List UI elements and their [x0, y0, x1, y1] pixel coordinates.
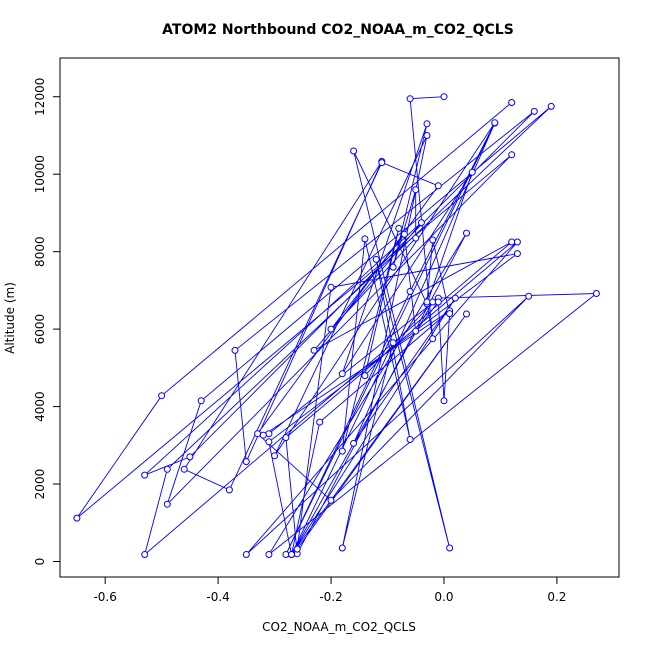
data-point: [592, 290, 600, 297]
data-point: [282, 434, 290, 442]
x-tick-label: 0.0: [434, 590, 453, 604]
data-point: [197, 397, 205, 405]
data-point: [513, 250, 521, 258]
data-point: [429, 236, 437, 244]
data-point: [530, 107, 538, 115]
chart-title: ATOM2 Northbound CO2_NOAA_m_CO2_QCLS: [162, 22, 514, 38]
data-point: [434, 298, 442, 306]
data-point: [412, 327, 420, 335]
data-point: [265, 551, 273, 558]
data-point: [468, 168, 476, 176]
series-line: [76, 96, 598, 556]
data-point: [293, 545, 301, 553]
data-point: [338, 447, 346, 455]
data-point: [141, 551, 149, 558]
data-point: [265, 438, 273, 446]
data-point: [158, 392, 166, 400]
data-point: [180, 465, 188, 473]
data-point: [389, 263, 397, 271]
data-point: [327, 325, 335, 333]
data-point: [446, 544, 454, 552]
y-axis: 0 2000 4000 6000 8000 10000 12000: [33, 78, 61, 566]
data-point: [406, 436, 414, 443]
data-point: [406, 95, 414, 103]
data-point: [73, 514, 81, 522]
data-point: [163, 465, 171, 473]
y-tick-label: 10000: [33, 155, 47, 193]
data-point: [327, 283, 335, 291]
data-point: [242, 551, 250, 558]
data-point: [434, 182, 442, 190]
data-point: [186, 453, 194, 461]
data-point: [400, 230, 408, 238]
data-point: [395, 224, 403, 232]
data-point: [389, 339, 397, 347]
data-point: [446, 310, 454, 318]
data-point: [242, 458, 250, 466]
data-point: [350, 147, 358, 155]
data-point: [338, 370, 346, 378]
data-point: [451, 294, 459, 302]
data-point: [231, 346, 239, 354]
y-tick-label: 8000: [33, 236, 47, 267]
x-axis: -0.6 -0.4 -0.2 0.0 0.2: [93, 576, 566, 604]
y-axis-label: Altitude (m): [3, 282, 17, 354]
y-tick-label: 12000: [33, 78, 47, 116]
data-point: [463, 229, 470, 237]
data-point: [259, 431, 267, 439]
data-points: [73, 93, 600, 558]
x-tick-label: -0.6: [93, 590, 116, 604]
data-point: [406, 288, 414, 295]
data-point: [429, 335, 437, 343]
data-point: [417, 219, 425, 227]
y-tick-label: 4000: [33, 391, 47, 422]
data-point: [508, 99, 516, 106]
data-point: [361, 235, 369, 243]
data-point: [378, 159, 386, 167]
data-point: [288, 551, 295, 558]
y-tick-label: 6000: [33, 314, 47, 345]
x-tick-label: -0.4: [206, 590, 229, 604]
data-point: [254, 430, 262, 438]
data-point: [310, 346, 318, 354]
data-point: [463, 310, 470, 318]
data-point: [412, 234, 420, 242]
data-point: [440, 93, 448, 101]
data-point: [412, 186, 420, 194]
series-path: [76, 96, 598, 556]
data-point: [225, 486, 233, 494]
y-tick-label: 0: [33, 558, 47, 566]
data-point: [547, 102, 555, 110]
data-point: [508, 238, 516, 246]
data-point: [440, 397, 448, 405]
data-point: [491, 119, 499, 127]
data-point: [271, 452, 279, 460]
data-point: [265, 430, 273, 438]
data-point: [423, 120, 431, 128]
data-point: [508, 151, 516, 159]
data-point: [350, 439, 358, 447]
data-point: [316, 418, 324, 426]
x-tick-label: -0.2: [319, 590, 342, 604]
y-tick-label: 2000: [33, 469, 47, 500]
data-point: [163, 500, 171, 508]
x-tick-label: 0.2: [547, 590, 566, 604]
data-point: [361, 372, 369, 380]
data-point: [423, 132, 431, 139]
data-point: [338, 544, 346, 552]
data-point: [327, 496, 335, 504]
data-point: [513, 238, 521, 246]
data-point: [423, 298, 431, 306]
x-axis-label: CO2_NOAA_m_CO2_QCLS: [262, 620, 416, 634]
data-point: [372, 255, 380, 263]
data-point: [141, 471, 149, 479]
data-point: [525, 292, 533, 300]
